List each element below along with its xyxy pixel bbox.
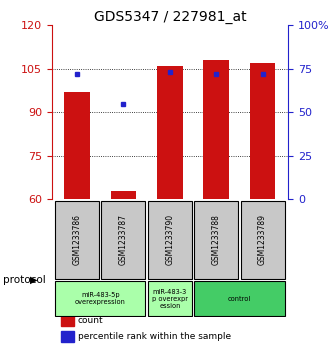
Text: GSM1233790: GSM1233790 (165, 214, 174, 265)
Text: ▶: ▶ (30, 275, 37, 285)
Bar (250, 63, 275, 199)
Text: GSM1233789: GSM1233789 (258, 214, 267, 265)
Text: control: control (228, 296, 251, 302)
Text: miR-483-3
p overexpr
ession: miR-483-3 p overexpr ession (152, 289, 188, 309)
Bar (61, 315, 74, 326)
Bar (102, 201, 146, 278)
Text: count: count (78, 316, 103, 325)
Bar (203, 60, 229, 199)
Text: GSM1233786: GSM1233786 (73, 214, 82, 265)
Bar (148, 281, 192, 316)
Bar (194, 281, 285, 316)
Bar (55, 201, 99, 278)
Text: miR-483-5p
overexpression: miR-483-5p overexpression (75, 292, 126, 305)
Bar (64, 92, 90, 199)
Text: protocol: protocol (3, 275, 46, 285)
Text: GSM1233788: GSM1233788 (212, 214, 221, 265)
Bar (111, 191, 136, 199)
Bar (157, 66, 182, 199)
Title: GDS5347 / 227981_at: GDS5347 / 227981_at (94, 11, 246, 24)
Bar (240, 201, 285, 278)
Bar (194, 201, 238, 278)
Bar (148, 201, 192, 278)
Text: GSM1233787: GSM1233787 (119, 214, 128, 265)
Bar (55, 281, 146, 316)
Bar (61, 331, 74, 342)
Text: percentile rank within the sample: percentile rank within the sample (78, 333, 231, 342)
